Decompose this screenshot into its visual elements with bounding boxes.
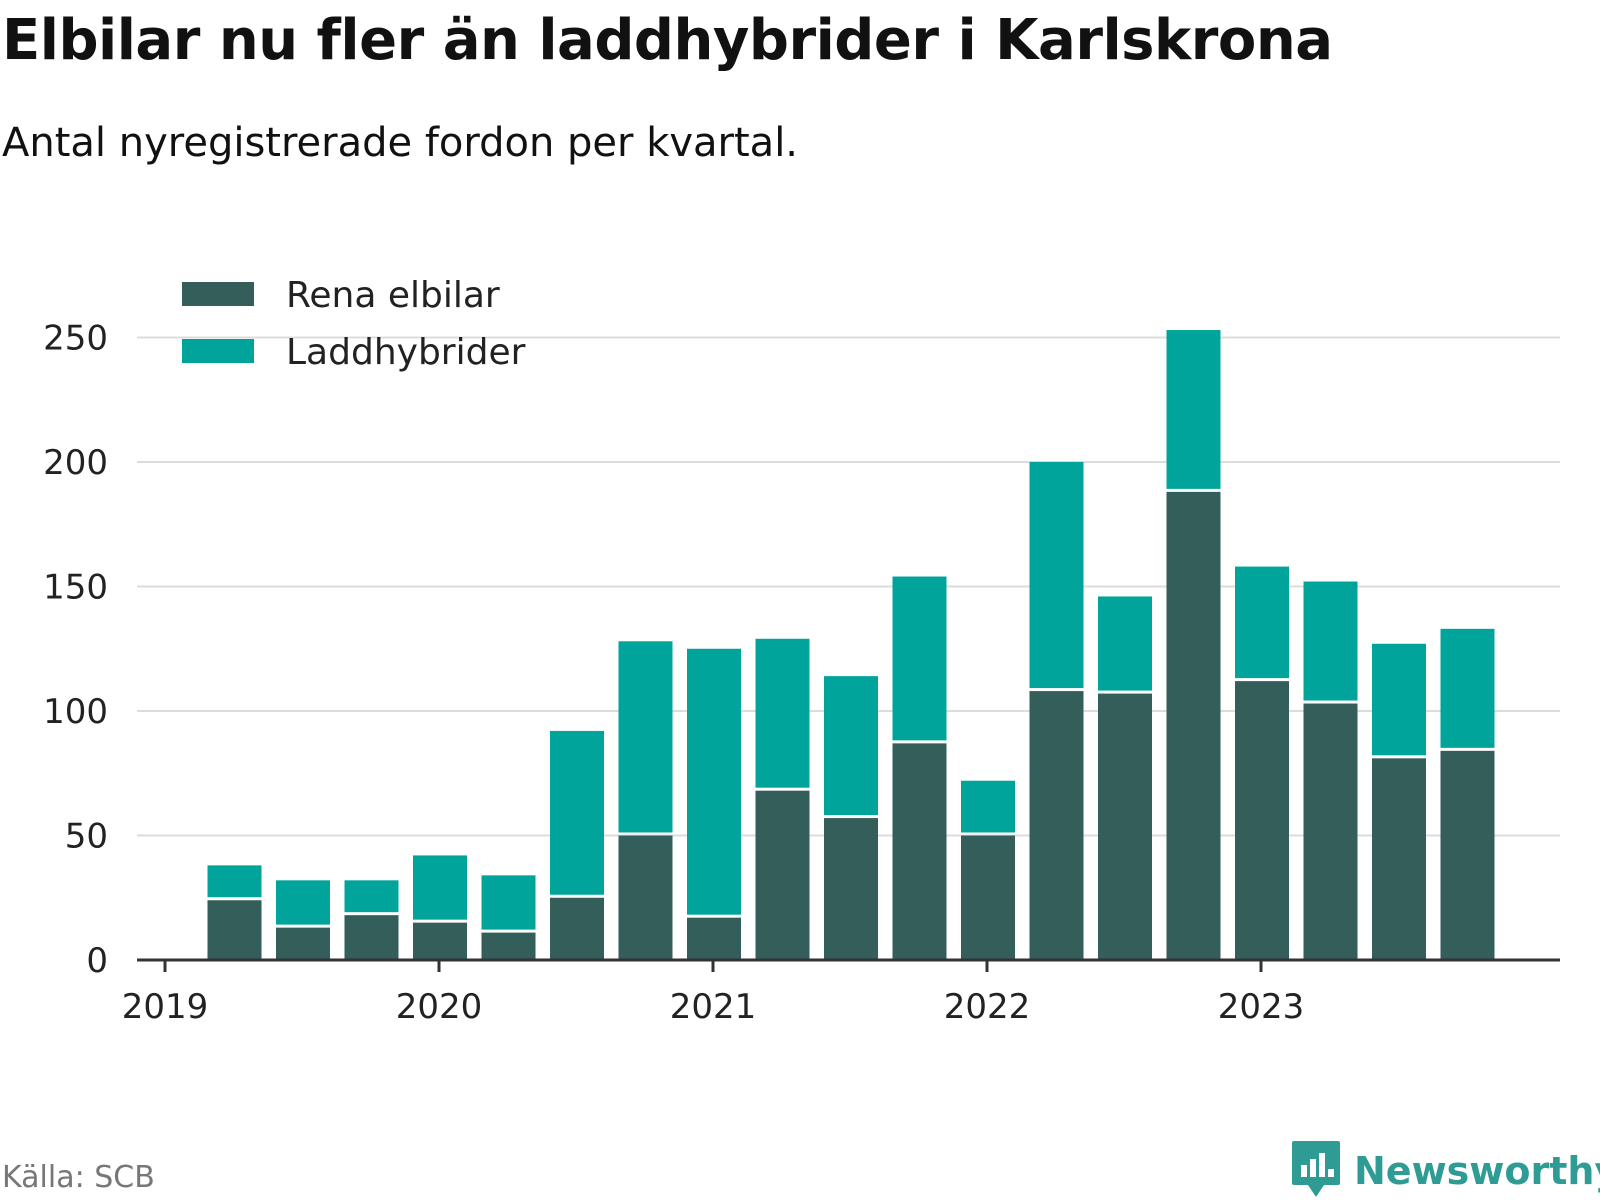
- bar-rena-elbilar: [276, 927, 330, 960]
- x-tick-label: 2019: [122, 987, 209, 1027]
- bar-rena-elbilar: [618, 835, 673, 960]
- bar-rena-elbilar: [892, 743, 947, 960]
- chart-title: Elbilar nu fler än laddhybrider i Karlsk…: [2, 8, 1333, 73]
- bar-rena-elbilar: [1440, 750, 1495, 960]
- legend-label-rena-elbilar: Rena elbilar: [286, 275, 500, 316]
- y-tick-label: 150: [43, 568, 108, 608]
- bar-rena-elbilar: [687, 917, 741, 960]
- bar-rena-elbilar: [961, 835, 1015, 960]
- bar-rena-elbilar: [413, 922, 467, 960]
- bar-rena-elbilar: [207, 900, 262, 960]
- bar-laddhybrider: [824, 676, 878, 816]
- bar-rena-elbilar: [1235, 681, 1289, 960]
- y-axis-labels: 0 50 100 150 200 250: [43, 319, 108, 982]
- x-axis: 2019 2020 2021 2022 2023: [122, 958, 1560, 1027]
- bar-laddhybrider: [892, 576, 947, 741]
- legend-label-laddhybrider: Laddhybrider: [286, 332, 526, 373]
- bar-laddhybrider: [481, 875, 536, 930]
- x-tick-label: 2021: [670, 987, 757, 1027]
- x-tick-label: 2020: [396, 987, 483, 1027]
- bar-rena-elbilar: [755, 790, 810, 960]
- source-note: Källa: SCB: [2, 1160, 155, 1195]
- brand-logo: Newsworthy: [1290, 1140, 1600, 1202]
- chart-subtitle: Antal nyregistrerade fordon per kvartal.: [2, 120, 799, 166]
- bar-laddhybrider: [207, 865, 262, 898]
- bars: [207, 330, 1495, 960]
- bar-laddhybrider: [413, 855, 467, 920]
- bar-rena-elbilar: [1098, 693, 1152, 960]
- bar-laddhybrider: [687, 648, 741, 915]
- bar-rena-elbilar: [824, 818, 878, 960]
- bar-laddhybrider: [550, 730, 604, 895]
- bar-laddhybrider: [1440, 628, 1495, 748]
- bar-laddhybrider: [961, 780, 1015, 833]
- bar-laddhybrider: [276, 880, 330, 925]
- legend-swatch-laddhybrider: [182, 339, 254, 363]
- y-tick-label: 0: [86, 941, 108, 981]
- y-tick-label: 100: [43, 692, 108, 732]
- brand-name: Newsworthy: [1354, 1149, 1600, 1193]
- bar-laddhybrider: [1303, 581, 1358, 701]
- bar-rena-elbilar: [1029, 691, 1084, 960]
- bar-laddhybrider: [1372, 643, 1426, 756]
- y-tick-label: 50: [65, 817, 108, 857]
- legend-swatch-rena-elbilar: [182, 282, 254, 306]
- bar-laddhybrider: [344, 880, 399, 913]
- legend: Rena elbilar Laddhybrider: [182, 275, 526, 373]
- bar-rena-elbilar: [1303, 703, 1358, 960]
- y-tick-label: 200: [43, 443, 108, 483]
- bar-rena-elbilar: [481, 932, 536, 960]
- bar-laddhybrider: [618, 641, 673, 833]
- x-tick-label: 2022: [944, 987, 1031, 1027]
- newsworthy-logo-icon: [1290, 1139, 1342, 1203]
- bar-laddhybrider: [755, 638, 810, 788]
- bar-laddhybrider: [1098, 596, 1152, 691]
- bar-laddhybrider: [1029, 462, 1084, 689]
- bar-laddhybrider: [1235, 566, 1289, 679]
- bar-rena-elbilar: [1166, 491, 1221, 960]
- bar-rena-elbilar: [344, 915, 399, 960]
- y-tick-label: 250: [43, 319, 108, 359]
- bar-laddhybrider: [1166, 330, 1221, 489]
- bar-rena-elbilar: [1372, 758, 1426, 960]
- bar-rena-elbilar: [550, 897, 604, 960]
- x-tick-label: 2023: [1218, 987, 1305, 1027]
